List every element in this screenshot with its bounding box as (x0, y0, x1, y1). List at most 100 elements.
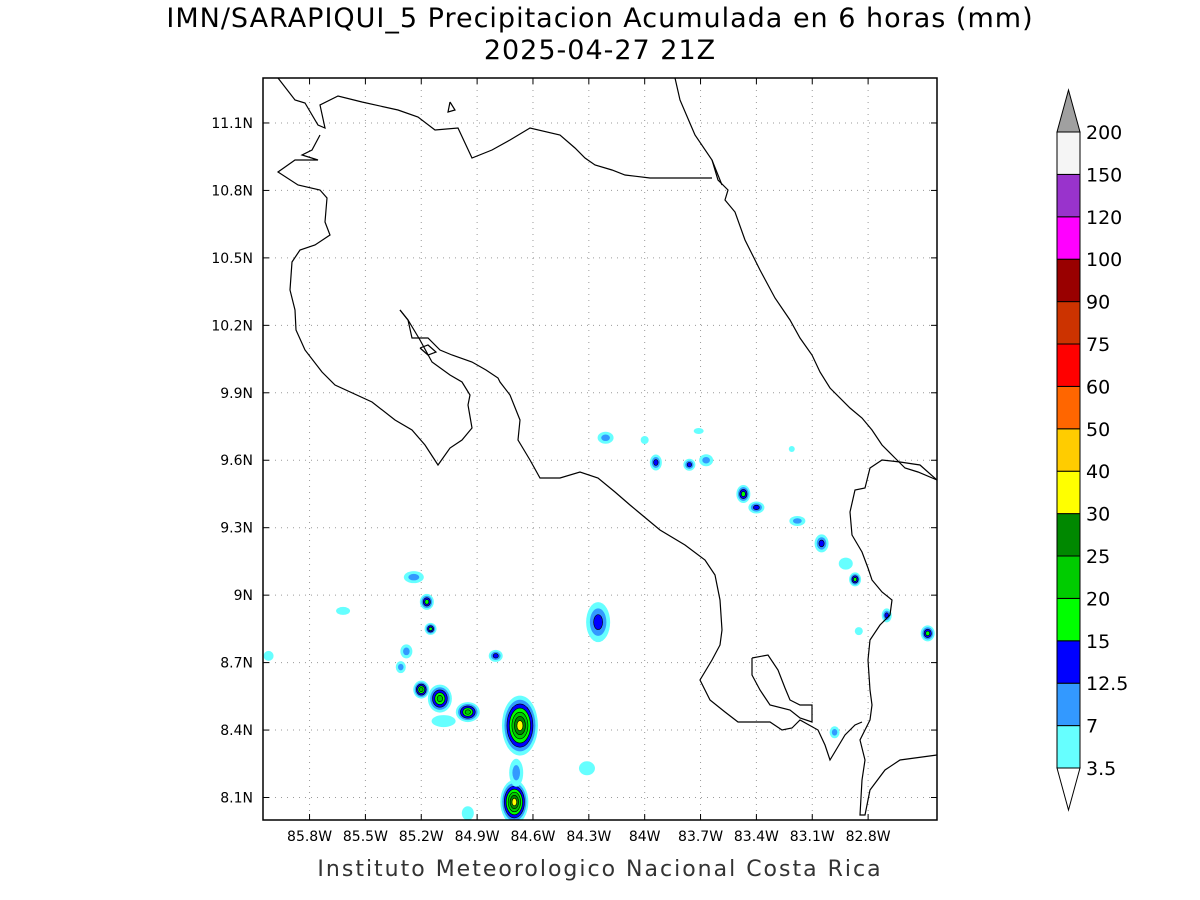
precip-contour-level-0 (693, 428, 704, 435)
lon-tick-label: 84.3W (566, 829, 611, 845)
precip-contour-level-2 (818, 539, 825, 548)
precip-contour-level-3 (853, 577, 858, 582)
precip-contour-level-6 (516, 720, 524, 731)
caribbean-coast (711, 159, 937, 481)
precip-contour-level-1 (398, 663, 404, 671)
colorbar-swatch (1056, 555, 1081, 599)
precip-contour-level-0 (854, 627, 863, 636)
colorbar-swatch (1056, 385, 1081, 430)
colorbar-swatch (1056, 301, 1081, 345)
lon-tick-label: 84.9W (455, 829, 500, 845)
gulf-nicoya (399, 309, 863, 762)
precip-contour-level-4 (419, 687, 424, 692)
colorbar-bottom-arrow (1056, 767, 1081, 812)
precip-contour-level-0 (788, 446, 795, 452)
colorbar-label: 25 (1086, 546, 1110, 568)
precip-contour-level-2 (593, 614, 603, 630)
precip-contour-level-0 (431, 715, 456, 728)
colorbar-swatch (1056, 725, 1081, 769)
colorbar-label: 150 (1086, 164, 1122, 186)
lat-tick-label: 9.6N (220, 453, 253, 469)
lat-tick-label: 9.3N (220, 521, 253, 537)
coastline-borders (276, 78, 937, 816)
colorbar-swatch (1056, 258, 1081, 303)
colorbar-swatch (1056, 470, 1081, 515)
precip-contour-level-1 (512, 765, 521, 781)
colorbar-swatch (1056, 640, 1081, 684)
colorbar-label: 3.5 (1086, 758, 1116, 780)
graticule-grid (263, 78, 937, 820)
lake-shape (447, 101, 456, 113)
colorbar-swatch (1056, 428, 1081, 472)
map-frame-background (263, 78, 937, 820)
precip-contour-level-3 (428, 626, 433, 631)
footer-credit: Instituto Meteorologico Nacional Costa R… (317, 857, 883, 882)
precip-contour-level-2 (753, 504, 760, 511)
precip-contour-level-1 (792, 518, 802, 524)
colorbar-swatch (1056, 131, 1081, 175)
precip-contour-level-2 (686, 462, 692, 468)
axis-ticks: 85.8W 85.5W 85.2W 84.9W 84.6W 84.3W 84W 83.7W 83… (211, 78, 937, 845)
precip-contour-level-1 (601, 434, 610, 442)
precipitation-colorbar: 3.5 7 12.5 15 20 25 30 40 50 60 75 90 100 120 150 200 (1056, 88, 1128, 812)
precip-contour-level-0 (461, 806, 474, 820)
lon-tick-label: 83.4W (734, 829, 779, 845)
colorbar-label: 40 (1086, 461, 1110, 483)
lat-tick-label: 8.1N (220, 791, 253, 807)
lat-tick-label: 10.8N (211, 183, 253, 199)
nicaragua-border (277, 78, 712, 179)
precip-contour-level-1 (831, 729, 838, 736)
precip-contour-level-1 (403, 647, 410, 656)
lon-tick-label: 85.5W (343, 829, 388, 845)
colorbar-label: 200 (1086, 122, 1122, 144)
map-subtitle-datetime: 2025-04-27 21Z (483, 35, 717, 66)
colorbar-swatch (1056, 173, 1081, 218)
colorbar-swatch (1056, 597, 1081, 642)
lat-tick-label: 10.2N (211, 318, 253, 334)
colorbar-swatch (1056, 513, 1081, 557)
nicaragua-coast-east (674, 78, 723, 186)
lon-tick-label: 83.7W (678, 829, 723, 845)
lat-tick-label: 11.1N (211, 116, 253, 132)
colorbar-top-arrow (1056, 88, 1081, 133)
lat-tick-label: 8.4N (220, 723, 253, 739)
lon-tick-label: 84.6W (510, 829, 555, 845)
colorbar-label: 15 (1086, 631, 1110, 653)
precip-contour-level-3 (741, 491, 746, 497)
precip-contour-level-0 (640, 436, 649, 445)
precipitation-contours (263, 428, 935, 820)
colorbar-label: 100 (1086, 249, 1122, 271)
precip-contour-level-2 (492, 653, 499, 659)
pacific-coast-north (276, 134, 473, 467)
panama-border (849, 459, 937, 816)
colorbar-swatch (1056, 343, 1081, 387)
lon-tick-label: 82.8W (846, 829, 891, 845)
lon-tick-label: 84W (629, 829, 661, 845)
precip-contour-level-6 (511, 798, 517, 806)
precip-contour-level-4 (436, 695, 443, 703)
lon-tick-label: 83.1W (790, 829, 835, 845)
colorbar-label: 50 (1086, 419, 1110, 441)
colorbar-label: 75 (1086, 334, 1110, 356)
precip-contour-level-0 (578, 761, 595, 776)
precip-contour-level-3 (925, 630, 930, 636)
osa-peninsula (751, 654, 813, 723)
precip-contour-level-2 (653, 459, 659, 466)
precip-contour-level-1 (408, 573, 420, 581)
lat-tick-label: 8.7N (220, 656, 253, 672)
precip-contour-level-0 (263, 650, 274, 661)
colorbar-label: 90 (1086, 292, 1110, 314)
colorbar-label: 60 (1086, 376, 1110, 398)
precip-contour-level-4 (464, 709, 471, 715)
lat-tick-label: 9N (234, 588, 253, 604)
precip-contour-level-1 (702, 456, 710, 464)
lon-tick-label: 85.8W (287, 829, 332, 845)
precip-contour-level-0 (336, 606, 351, 615)
colorbar-label: 7 (1086, 716, 1098, 738)
lat-tick-label: 10.5N (211, 251, 253, 267)
colorbar-swatch (1056, 216, 1081, 260)
colorbar-label: 12.5 (1086, 673, 1128, 695)
precip-contour-level-3 (424, 599, 430, 605)
colorbar-label: 30 (1086, 504, 1110, 526)
map-title: IMN/SARAPIQUI_5 Precipitacion Acumulada … (166, 3, 1034, 34)
